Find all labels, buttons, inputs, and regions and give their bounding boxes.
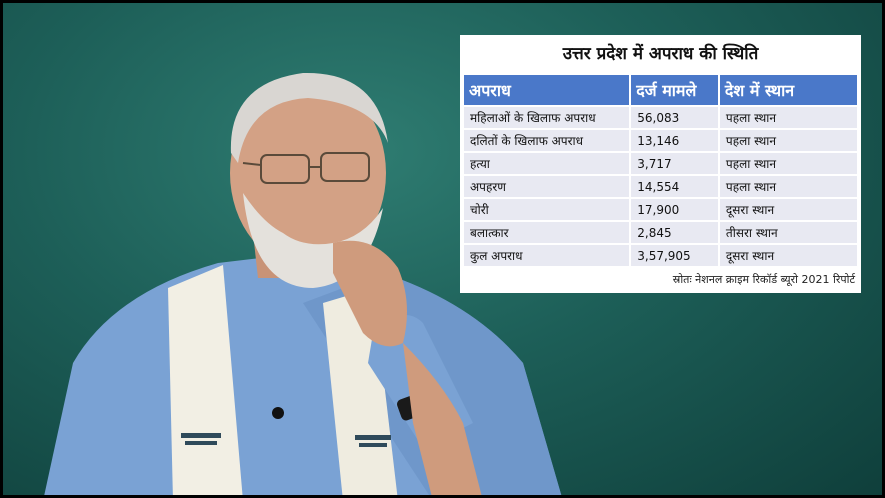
crime-table: अपराध दर्ज मामले देश में स्थान महिलाओं क… bbox=[464, 73, 857, 268]
cell-crime: कुल अपराध bbox=[464, 245, 630, 266]
hand bbox=[333, 240, 407, 347]
glasses bbox=[242, 152, 370, 184]
cell-cases: 13,146 bbox=[629, 130, 718, 151]
cell-rank: दूसरा स्थान bbox=[717, 199, 857, 220]
column-header-cases: दर्ज मामले bbox=[629, 75, 718, 105]
cell-cases: 17,900 bbox=[629, 199, 718, 220]
cell-cases: 14,554 bbox=[629, 176, 718, 197]
table-row: महिलाओं के खिलाफ अपराध 56,083 पहला स्थान bbox=[464, 107, 857, 128]
cell-crime: अपहरण bbox=[464, 176, 630, 197]
cell-rank: पहला स्थान bbox=[717, 176, 857, 197]
cell-crime: बलात्कार bbox=[464, 222, 630, 243]
person-photo bbox=[44, 72, 562, 495]
table-row: कुल अपराध 3,57,905 दूसरा स्थान bbox=[464, 245, 857, 266]
column-header-rank: देश में स्थान bbox=[717, 75, 857, 105]
lapel-mic bbox=[272, 407, 284, 419]
cell-rank: तीसरा स्थान bbox=[717, 222, 857, 243]
table-row: हत्या 3,717 पहला स्थान bbox=[464, 153, 857, 174]
scarf-pattern bbox=[181, 433, 391, 447]
cell-cases: 3,717 bbox=[629, 153, 718, 174]
cell-crime: चोरी bbox=[464, 199, 630, 220]
hair bbox=[230, 72, 388, 163]
table-row: बलात्कार 2,845 तीसरा स्थान bbox=[464, 222, 857, 243]
cell-rank: पहला स्थान bbox=[717, 107, 857, 128]
card-title: उत्तर प्रदेश में अपराध की स्थिति bbox=[562, 44, 759, 64]
table-header-row: अपराध दर्ज मामले देश में स्थान bbox=[464, 75, 857, 105]
cell-cases: 56,083 bbox=[629, 107, 718, 128]
table-row: चोरी 17,900 दूसरा स्थान bbox=[464, 199, 857, 220]
cell-rank: पहला स्थान bbox=[717, 153, 857, 174]
cell-rank: पहला स्थान bbox=[717, 130, 857, 151]
cell-crime: हत्या bbox=[464, 153, 630, 174]
table-row: अपहरण 14,554 पहला स्थान bbox=[464, 176, 857, 197]
cell-crime: दलितों के खिलाफ अपराध bbox=[464, 130, 630, 151]
table-row: दलितों के खिलाफ अपराध 13,146 पहला स्थान bbox=[464, 130, 857, 151]
source-note: स्रोतः नेशनल क्राइम रिकॉर्ड ब्यूरो 2021 … bbox=[672, 273, 855, 286]
cell-cases: 3,57,905 bbox=[629, 245, 718, 266]
crime-stats-card: उत्तर प्रदेश में अपराध की स्थिति अपराध द… bbox=[460, 35, 861, 293]
cell-cases: 2,845 bbox=[629, 222, 718, 243]
cell-rank: दूसरा स्थान bbox=[717, 245, 857, 266]
column-header-crime: अपराध bbox=[464, 75, 630, 105]
cell-crime: महिलाओं के खिलाफ अपराध bbox=[464, 107, 630, 128]
